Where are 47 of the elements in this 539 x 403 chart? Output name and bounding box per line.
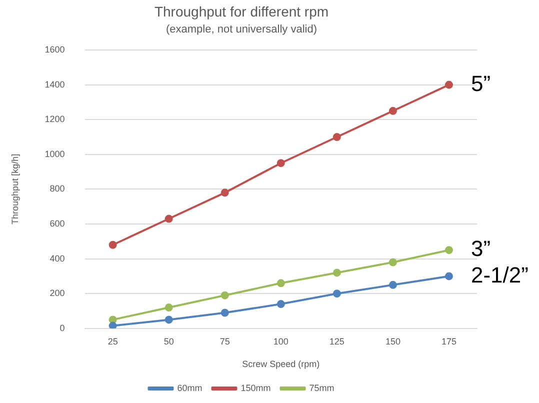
y-tick-label: 1200 <box>44 114 65 124</box>
point <box>108 240 117 249</box>
legend-label: 150mm <box>240 382 271 393</box>
legend-label: 75mm <box>309 382 334 393</box>
point <box>108 322 117 328</box>
annotation: 2-1/2” <box>470 262 528 288</box>
y-tick-label: 1600 <box>44 44 65 54</box>
y-tick-label: 600 <box>50 218 65 228</box>
point <box>444 80 453 89</box>
y-tick-label: 0 <box>60 322 65 333</box>
legend-label: 60mm <box>177 382 202 393</box>
y-tick-label: 1400 <box>44 79 65 90</box>
y-tick-label: 200 <box>50 288 65 298</box>
chart-subtitle: (example, not universally valid) <box>166 23 318 36</box>
point <box>332 268 341 277</box>
y-tick-label: 800 <box>50 184 65 194</box>
point <box>388 258 397 266</box>
x-tick-label: 125 <box>329 336 344 346</box>
point <box>332 290 341 298</box>
point <box>220 188 229 197</box>
point <box>164 214 173 223</box>
point <box>220 308 229 317</box>
point <box>444 246 453 254</box>
x-tick-label: 75 <box>220 336 230 346</box>
point <box>276 300 285 308</box>
point <box>388 280 397 289</box>
x-tick-label: 150 <box>385 336 400 346</box>
x-tick-label: 100 <box>273 336 288 346</box>
x-tick-label: 25 <box>108 336 118 346</box>
point <box>276 279 285 288</box>
y-tick-label: 400 <box>50 253 65 264</box>
x-axis-title: Screw Speed (rpm) <box>242 359 320 370</box>
annotation: 5” <box>470 70 491 96</box>
y-tick-label: 1000 <box>44 148 65 159</box>
point <box>332 133 341 141</box>
point <box>444 272 453 280</box>
point <box>388 106 397 115</box>
x-tick-label: 50 <box>164 336 174 346</box>
point <box>164 304 173 312</box>
chart-title: Throughput for different rpm <box>154 3 329 20</box>
point <box>164 316 173 324</box>
y-axis-title: Throughput [kg/h] <box>10 154 20 224</box>
point <box>220 291 229 300</box>
x-tick-label: 175 <box>441 336 457 346</box>
point <box>276 159 285 168</box>
point <box>108 316 117 324</box>
annotation: 3” <box>470 236 491 262</box>
